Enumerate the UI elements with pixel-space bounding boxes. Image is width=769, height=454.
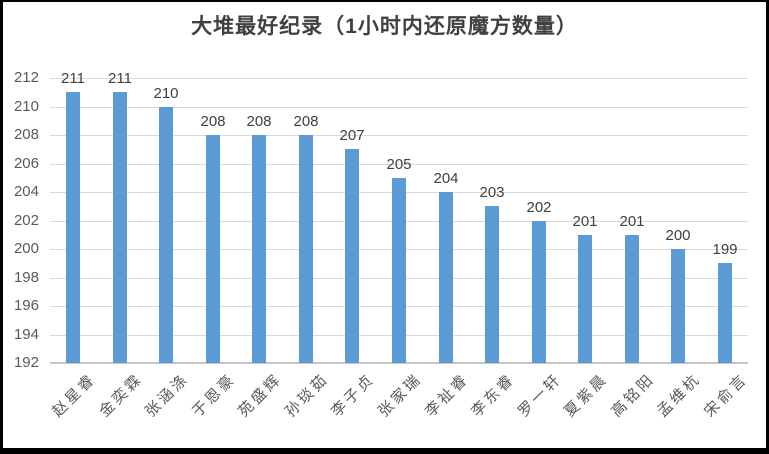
bar-value-label: 201 — [619, 212, 645, 230]
x-category-label: 高铭阳 — [608, 370, 659, 421]
y-axis-tick-label: 206 — [13, 154, 39, 172]
bar — [578, 234, 592, 363]
x-category-label: 夏紫晨 — [561, 370, 612, 421]
bar-value-label: 204 — [433, 170, 459, 187]
x-category-label: 罗一轩 — [515, 370, 566, 421]
bar — [439, 192, 453, 363]
y-axis-tick-label: 194 — [13, 325, 39, 343]
bar-value-label: 200 — [665, 227, 691, 244]
y-axis-tick-label: 200 — [13, 240, 39, 257]
bar-value-label: 210 — [153, 84, 179, 102]
bar-value-label: 199 — [712, 241, 738, 259]
bar-value-label: 201 — [572, 212, 598, 230]
bar-value-label: 211 — [108, 70, 132, 88]
bar-value-label: 203 — [479, 184, 505, 202]
y-axis-tick-label: 196 — [13, 297, 39, 314]
bar — [252, 135, 266, 363]
x-axis-line — [50, 362, 748, 364]
x-category-label: 于恩豪 — [189, 370, 240, 421]
bar — [345, 149, 359, 363]
plot-area: 212 210 208 206 204 202 200 198 196 194 192 211 赵星睿 2… — [3, 2, 766, 448]
gridline — [50, 78, 748, 79]
gridline — [50, 106, 748, 108]
x-category-label: 孙琰茹 — [282, 370, 333, 421]
x-category-label: 宋俞言 — [701, 370, 752, 421]
bar-value-label: 205 — [386, 155, 412, 173]
bar-value-label: 208 — [200, 113, 226, 130]
bar-value-label: 208 — [293, 113, 319, 130]
y-axis-tick-label: 192 — [13, 354, 39, 371]
x-category-label: 李子贞 — [328, 370, 379, 421]
bar — [113, 92, 127, 363]
bar-value-label: 202 — [526, 198, 552, 216]
bar — [299, 135, 313, 363]
y-axis-tick-label: 202 — [13, 211, 39, 229]
x-category-label: 张家瑞 — [375, 370, 426, 421]
y-axis-tick-label: 198 — [13, 268, 39, 286]
gridline — [50, 163, 748, 165]
y-axis-tick-label: 208 — [13, 126, 39, 143]
x-category-label: 李祉睿 — [422, 370, 473, 421]
chart-title: 大堆最好纪录（1小时内还原魔方数量） — [191, 15, 578, 38]
bar-value-label: 207 — [339, 127, 365, 145]
x-category-label: 孟维杭 — [654, 370, 705, 421]
bar-value-label: 211 — [61, 70, 85, 88]
bar — [66, 92, 80, 363]
bar — [532, 220, 546, 363]
x-category-label: 张涵涤 — [142, 370, 193, 421]
bar — [718, 263, 732, 363]
y-axis-tick-label: 210 — [13, 97, 39, 115]
x-category-label: 金奕霖 — [96, 370, 147, 421]
x-category-label: 李东睿 — [468, 370, 519, 421]
bar — [206, 135, 220, 363]
y-axis-tick-label: 212 — [13, 69, 39, 86]
bar — [392, 177, 406, 363]
x-category-label: 赵星睿 — [49, 370, 100, 421]
bar — [159, 106, 173, 363]
x-category-label: 苑盛辉 — [235, 370, 286, 421]
bar — [485, 206, 499, 363]
gridline — [50, 135, 748, 136]
bar-value-label: 208 — [246, 113, 272, 130]
y-axis-tick-label: 204 — [13, 183, 39, 200]
bar — [671, 249, 685, 363]
bar — [625, 234, 639, 363]
